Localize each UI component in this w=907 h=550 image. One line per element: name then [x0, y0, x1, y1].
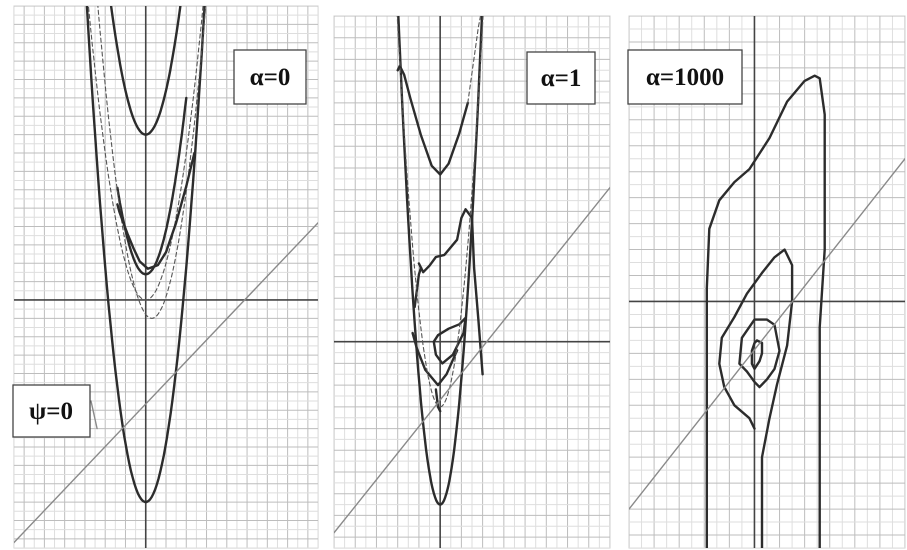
- series-dark-6: [397, 16, 484, 506]
- series-dashed-8: [467, 16, 482, 104]
- panel-label-alpha-1: α=1: [541, 65, 582, 92]
- series-dark-1: [417, 208, 484, 376]
- label-box-alpha-0: α=0: [233, 49, 307, 105]
- series-dark-2: [85, 6, 206, 504]
- panel-label-alpha-0: α=0: [250, 64, 291, 91]
- series-dark-1: [116, 96, 188, 276]
- series-light-7: [90, 400, 98, 430]
- series-dark-5: [116, 151, 196, 270]
- label-box-alpha-1000: α=1000: [627, 49, 743, 105]
- label-box-psi-0: ψ=0: [12, 384, 91, 438]
- series-dark-3: [413, 266, 423, 309]
- series-light-6: [14, 222, 318, 544]
- panel-label-alpha-1000: α=1000: [646, 64, 724, 91]
- label-psi-0: ψ=0: [29, 398, 73, 425]
- series-light-9: [334, 186, 610, 534]
- series-dark-5: [432, 316, 467, 365]
- series-dark-0: [705, 74, 826, 548]
- series-dashed-3: [87, 6, 204, 301]
- series-group: [629, 74, 905, 548]
- series-group: [334, 16, 610, 534]
- series-group: [14, 6, 318, 544]
- series-dark-4: [434, 388, 442, 413]
- label-box-alpha-1: α=1: [526, 51, 596, 105]
- series-dashed-7: [396, 16, 484, 408]
- series-dark-0: [109, 6, 182, 136]
- phase-portrait-alpha-1000: [628, 15, 906, 549]
- phase-portrait-alpha-1: [333, 15, 611, 549]
- series-dark-2: [738, 318, 781, 389]
- series-dark-1: [718, 248, 794, 548]
- series-light-4: [629, 158, 905, 510]
- series-dark-3: [750, 339, 764, 371]
